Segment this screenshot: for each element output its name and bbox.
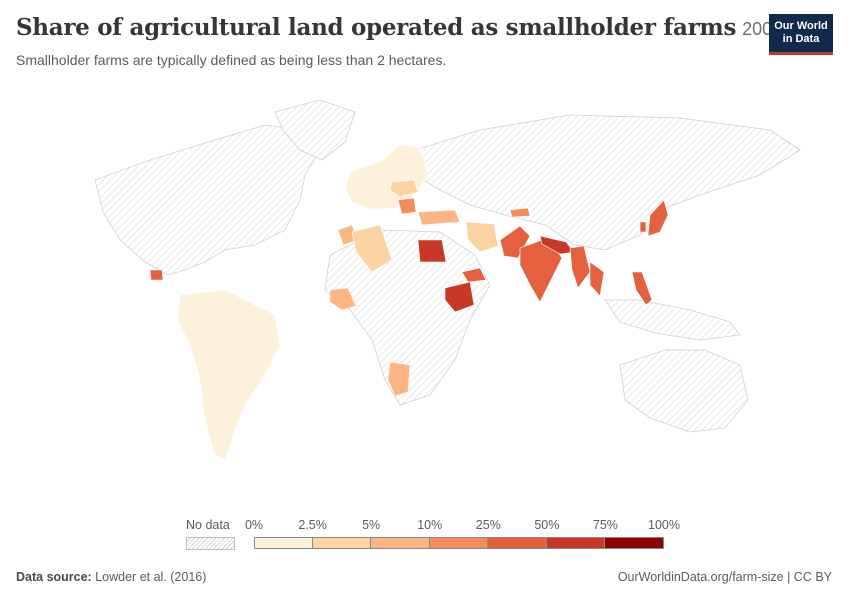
source-value[interactable]: Lowder et al. (2016) [95,570,207,584]
africa-shape [324,229,491,406]
legend-bin-3[interactable] [429,537,489,549]
legend-bin-5[interactable] [546,537,606,549]
legend-bin-4[interactable] [488,537,547,549]
region-uzbekistan[interactable] [509,207,531,218]
greenland-shape [274,99,356,161]
region-myanmar[interactable] [569,245,591,289]
australia-shape [619,349,749,433]
region-algeria[interactable] [351,224,393,273]
chart-title: Share of agricultural land operated as s… [16,14,782,41]
legend-tick-label: 25% [475,518,501,532]
legend-bin-1[interactable] [312,537,372,549]
legend-no-data-swatch [186,537,235,550]
world-map [94,99,801,461]
logo-line-2: in Data [782,33,820,45]
legend-tick-label: 10% [417,518,443,532]
region-namibia[interactable] [387,361,411,397]
region-japan[interactable] [647,199,669,237]
region-philippines[interactable] [631,271,653,306]
no-data-landmasses [94,99,801,433]
north-america-shape [94,124,321,276]
legend-bin-2[interactable] [371,537,430,549]
region-turkey[interactable] [417,209,461,226]
legend-no-data-label: No data [186,518,230,532]
data-regions [149,144,669,461]
footer-url[interactable]: OurWorldinData.org/farm-size | CC BY [617,570,832,584]
region-iran[interactable] [465,221,499,253]
region-south-america[interactable] [177,289,281,461]
region-vietnam[interactable] [589,261,605,297]
legend-tick-label: 50% [534,518,560,532]
region-ethiopia[interactable] [444,281,475,313]
chart-subtitle: Smallholder farms are typically defined … [16,52,447,68]
legend-tick-label: 75% [592,518,618,532]
region-guatemala[interactable] [149,269,164,281]
southeast-asia-islands-shape [604,299,741,341]
legend-bin-6[interactable] [605,537,664,549]
region-nepal-bangladesh[interactable] [539,235,575,255]
legend-bin-0[interactable] [254,537,313,549]
title-text: Share of agricultural land operated as s… [16,14,737,41]
legend-tick-label: 2.5% [298,518,327,532]
legend-tick-label: 5% [362,518,381,532]
legend-tick-label: 100% [648,518,680,532]
region-europe[interactable] [344,144,429,211]
source-label: Data source: [16,570,92,584]
region-yemen[interactable] [461,267,487,283]
region-cote-divoire[interactable] [329,287,357,311]
region-south-korea[interactable] [639,221,647,233]
region-balkans[interactable] [397,197,417,215]
owid-logo[interactable]: Our World in Data [769,14,833,55]
map-legend: No data 0% 2.5% 5% 10% 25% 50% 75% 100% [0,515,850,555]
footer-source: Data source: Lowder et al. (2016) [16,570,206,584]
region-ukraine[interactable] [389,179,419,198]
region-egypt[interactable] [417,239,447,263]
legend-tick-label: 0% [244,518,264,532]
logo-line-1: Our World [774,20,828,32]
